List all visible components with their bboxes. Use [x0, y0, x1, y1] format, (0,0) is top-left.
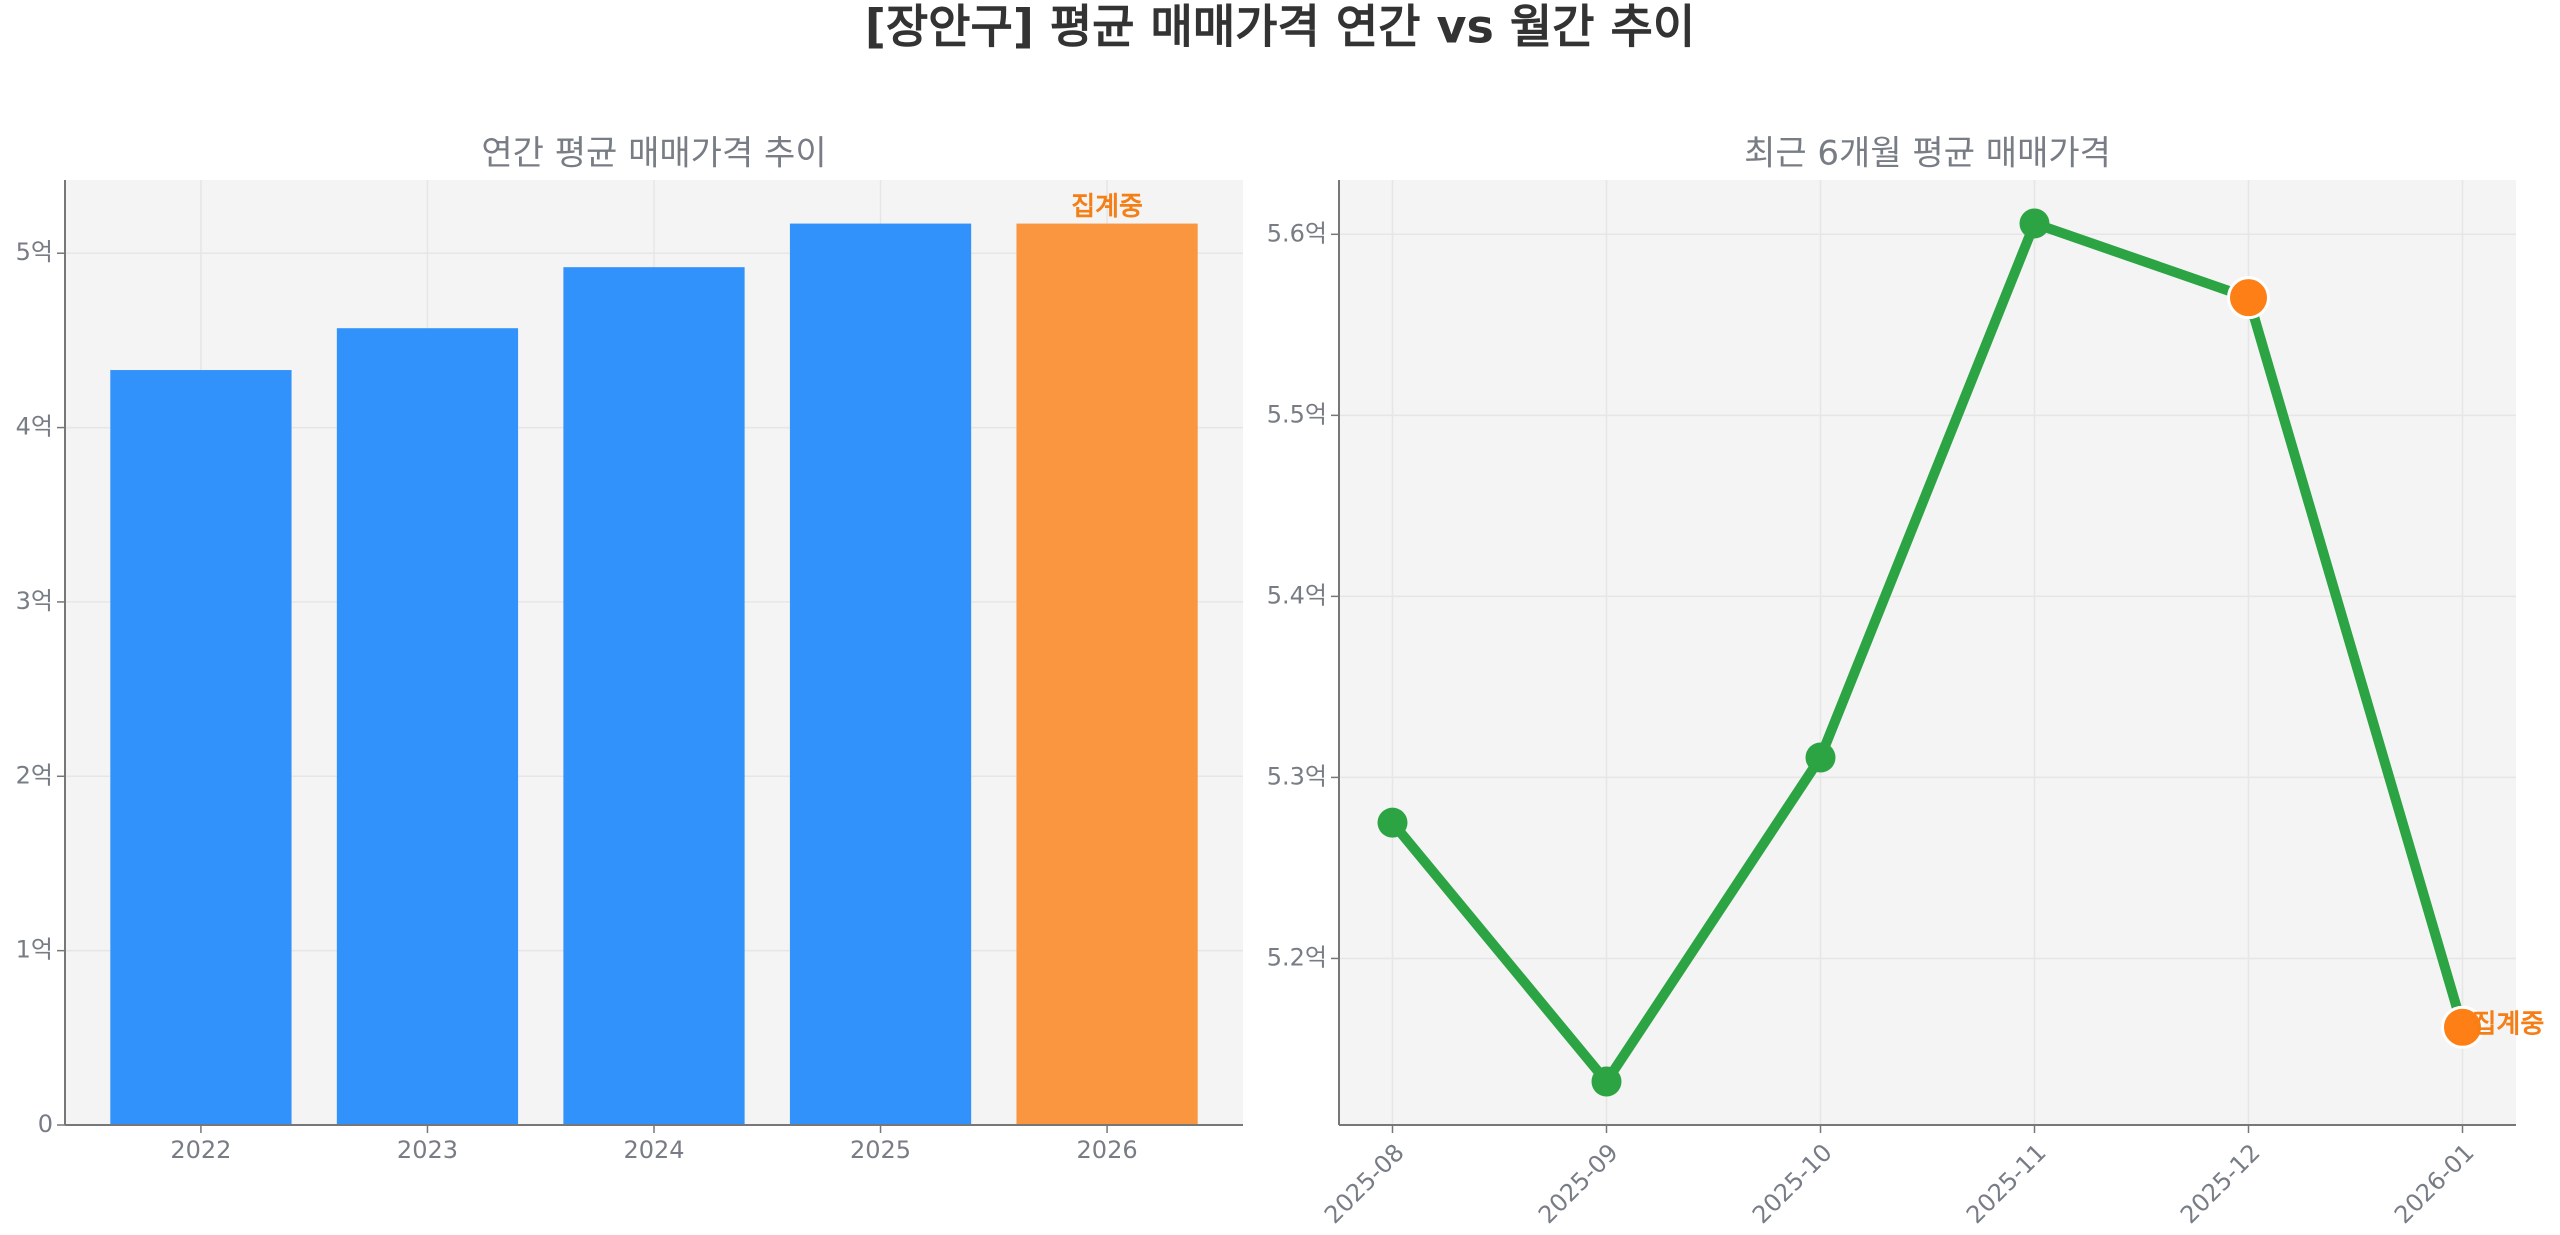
- marker: [2227, 276, 2270, 320]
- line: [1388, 218, 2468, 1087]
- bar: [1016, 223, 1198, 1125]
- y-tick-label: 5.5억: [1267, 400, 1327, 428]
- chart-title: 최근 6개월 평균 매매가격: [1744, 134, 2111, 174]
- bar: [336, 328, 519, 1125]
- y-tick-label: 3억: [16, 587, 53, 615]
- marker: [2019, 208, 2050, 239]
- x-tick-label: 2025-12: [2175, 1138, 2266, 1229]
- y-tick-label: 5.6억: [1267, 219, 1327, 247]
- annotation: 집계중: [1071, 192, 1143, 222]
- y-tick-label: 0: [38, 1110, 53, 1138]
- y-tick-label: 5.4억: [1267, 581, 1327, 609]
- x-tick-label: 2024: [623, 1136, 684, 1164]
- annotation: 집계중: [2473, 1010, 2545, 1040]
- y-tick-label: 4억: [16, 413, 53, 441]
- x-tick-label: 2022: [170, 1136, 231, 1164]
- figure-title: [장안구] 평균 매매가격 연간 vs 월간 추이: [865, 0, 1695, 54]
- y-tick-label: 5.2억: [1267, 943, 1327, 971]
- x-tick-label: 2025: [850, 1136, 911, 1164]
- bar: [110, 370, 292, 1125]
- x-tick-label: 2026: [1077, 1136, 1138, 1164]
- x-tick-label: 2023: [397, 1136, 458, 1164]
- y-tick-label: 5.3억: [1267, 762, 1327, 790]
- y-tick-label: 1억: [16, 936, 53, 964]
- bar: [789, 223, 972, 1125]
- plot-area: [1339, 180, 2516, 1125]
- chart-title: 연간 평균 매매가격 추이: [481, 134, 826, 174]
- y-tick-label: 5억: [16, 238, 53, 266]
- bar: [563, 267, 745, 1125]
- y-tick-label: 2억: [16, 761, 53, 789]
- x-tick-label: 2025-11: [1961, 1138, 2052, 1229]
- marker: [1805, 742, 1836, 773]
- x-tick-label: 2025-08: [1319, 1138, 1410, 1229]
- marker: [1591, 1066, 1622, 1097]
- marker: [1377, 807, 1408, 838]
- x-tick-label: 2025-09: [1533, 1138, 1624, 1229]
- x-tick-label: 2025-10: [1747, 1138, 1838, 1229]
- x-tick-label: 2026-01: [2389, 1138, 2480, 1229]
- marker: [2441, 1005, 2484, 1049]
